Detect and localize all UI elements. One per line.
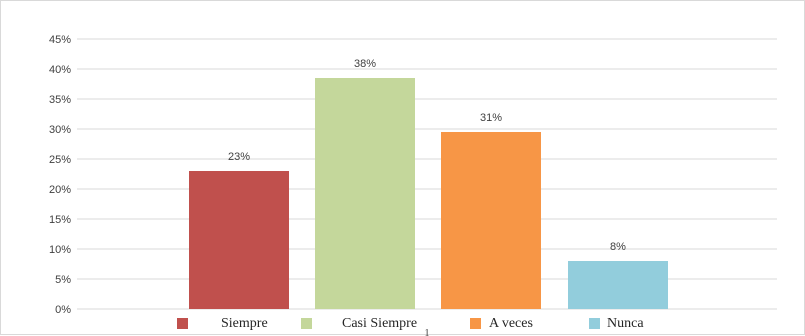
bars: [189, 78, 668, 309]
data-label-nunca: 8%: [610, 241, 626, 253]
bar-siempre: [189, 171, 289, 309]
legend: Siempre Casi Siempre A veces Nunca: [177, 316, 644, 331]
y-tick-label: 30%: [49, 124, 71, 136]
legend-item-siempre: Siempre: [177, 316, 268, 331]
legend-label: Nunca: [607, 316, 644, 331]
bar-nunca: [568, 261, 668, 309]
legend-label: A veces: [489, 316, 533, 331]
data-label-siempre: 23%: [228, 151, 250, 163]
x-axis-tick-labels: 1: [425, 328, 430, 336]
y-tick-label: 5%: [55, 274, 71, 286]
y-tick-label: 25%: [49, 154, 71, 166]
y-tick-label: 0%: [55, 304, 71, 316]
y-tick-label: 15%: [49, 214, 71, 226]
y-tick-label: 35%: [49, 94, 71, 106]
data-labels: 23% 38% 31% 8%: [228, 58, 626, 253]
y-tick-label: 40%: [49, 64, 71, 76]
grid-lines: [77, 38, 777, 310]
y-tick-label: 20%: [49, 184, 71, 196]
bar-casi-siempre: [315, 78, 415, 309]
legend-label: Casi Siempre: [342, 316, 417, 331]
data-label-casi-siempre: 38%: [354, 58, 376, 70]
y-tick-label: 10%: [49, 244, 71, 256]
legend-label: Siempre: [221, 316, 268, 331]
data-label-a-veces: 31%: [480, 112, 502, 124]
legend-swatch: [470, 318, 481, 329]
x-tick-label: 1: [425, 328, 430, 336]
legend-swatch: [177, 318, 188, 329]
legend-item-casi-siempre: Casi Siempre: [301, 316, 417, 331]
y-tick-label: 45%: [49, 34, 71, 46]
bar-a-veces: [441, 132, 541, 309]
legend-item-a-veces: A veces: [470, 316, 533, 331]
legend-item-nunca: Nunca: [589, 316, 644, 331]
legend-swatch: [589, 318, 600, 329]
y-axis-tick-labels: 0% 5% 10% 15% 20% 25% 30% 35% 40% 45%: [49, 34, 71, 316]
legend-swatch: [301, 318, 312, 329]
